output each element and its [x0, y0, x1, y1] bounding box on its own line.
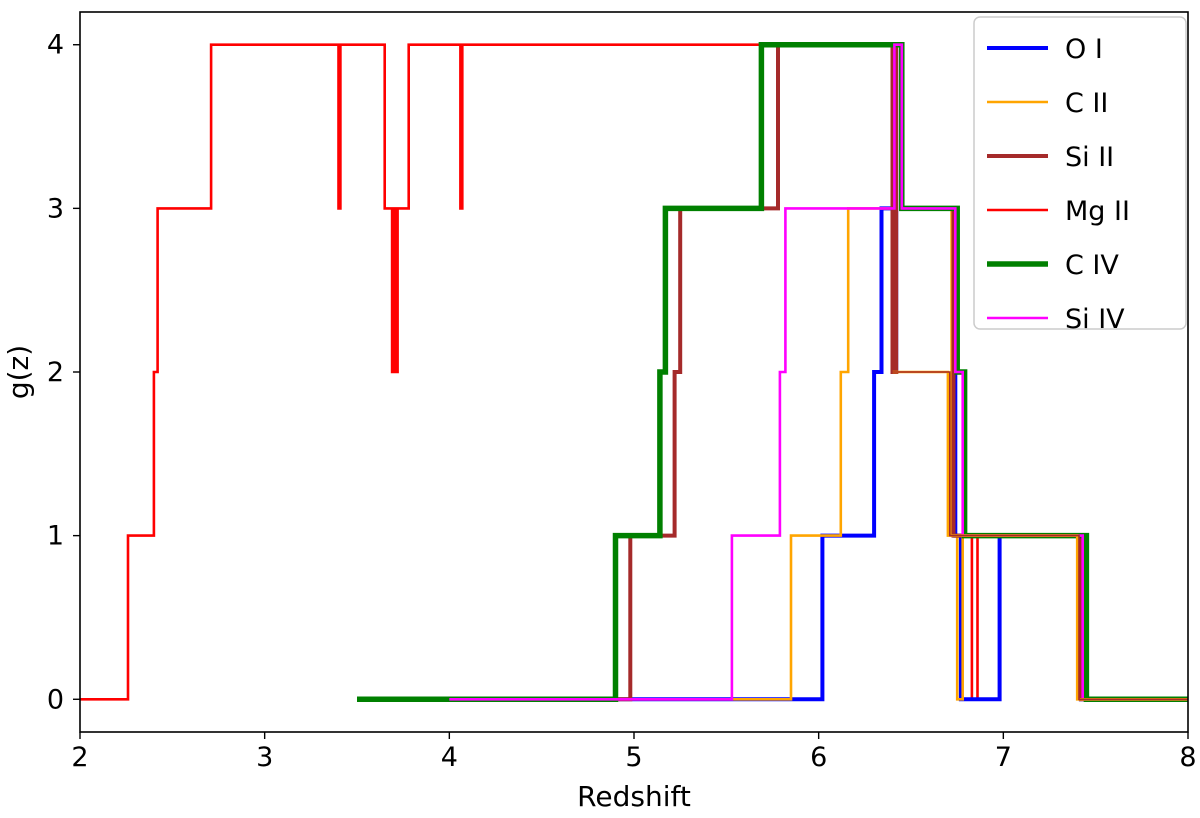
x-tick-label: 2 [71, 742, 88, 773]
y-tick-label: 4 [47, 30, 64, 61]
y-tick-label: 2 [47, 357, 64, 388]
x-tick-label: 5 [625, 742, 642, 773]
legend: O I C II Si II Mg II C IV Si IV [973, 16, 1187, 335]
plot-area [80, 41, 1188, 703]
x-tick-label: 7 [995, 742, 1012, 773]
y-axis-label: g(z) [2, 345, 35, 399]
legend-label: Mg II [1065, 196, 1130, 227]
x-axis-label: Redshift [577, 780, 691, 813]
x-tick-label: 8 [1179, 742, 1196, 773]
legend-frame [973, 16, 1187, 330]
series-line-si-ii-8 [892, 371, 1188, 701]
y-tick-label: 0 [47, 684, 64, 715]
y-tick-label: 3 [47, 193, 64, 224]
legend-label: O I [1065, 34, 1103, 65]
x-tick-label: 4 [441, 742, 458, 773]
legend-label: Si II [1065, 142, 1114, 173]
y-axis: 0 1 2 3 4 [47, 30, 80, 715]
series-line-mg-ii-0 [80, 43, 782, 701]
legend-label: C II [1065, 88, 1108, 119]
y-tick-label: 1 [47, 521, 64, 552]
x-axis: 2 3 4 5 6 7 8 [71, 732, 1197, 773]
x-tick-label: 6 [810, 742, 827, 773]
x-tick-label: 3 [256, 742, 273, 773]
legend-label: C IV [1065, 250, 1119, 281]
legend-label: Si IV [1065, 304, 1125, 335]
